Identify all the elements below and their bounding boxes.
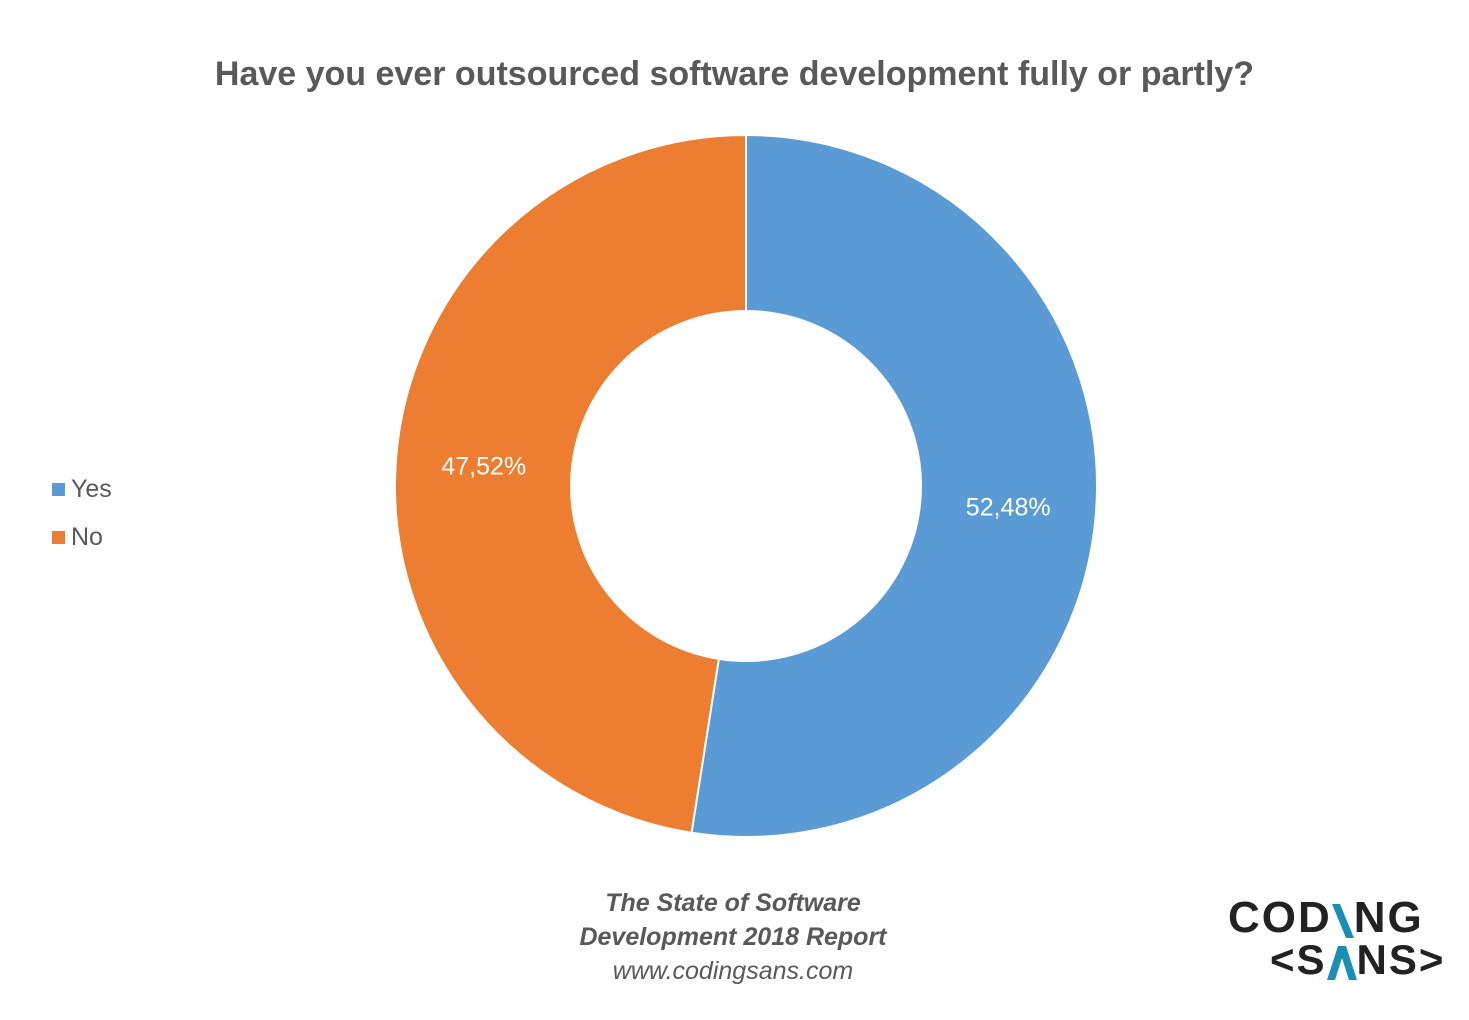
logo-part: NG [1353,893,1424,942]
logo-part: NS> [1356,936,1446,983]
chart-title: Have you ever outsourced software develo… [214,55,1255,93]
footer-line1: The State of Software [605,889,861,917]
legend-item-no: No [52,523,103,552]
logo-part: COD [1228,893,1332,942]
logo-slash-icon [1331,904,1354,938]
logo-row-sans: <S NS> [1228,936,1458,983]
data-label-no: 47,52% [441,453,526,481]
legend-item-yes: Yes [52,475,112,504]
slice-no [394,133,747,834]
data-label-yes: 52,48% [966,493,1051,521]
legend-swatch-yes [52,483,65,496]
logo-part: <S [1270,936,1327,983]
codingsans-logo: COD NG <S NS> [1228,893,1458,983]
legend-swatch-no [52,531,65,544]
logo-lambda-icon [1326,946,1357,980]
slice-yes [690,133,1098,838]
footer-line2: Development 2018 Report [579,923,887,951]
legend-label-no: No [71,523,103,551]
footer-url: www.codingsans.com [612,957,854,985]
legend-label-yes: Yes [71,475,112,503]
logo-row-coding: COD NG [1228,893,1458,942]
footer: The State of Software Development 2018 R… [433,886,1033,988]
